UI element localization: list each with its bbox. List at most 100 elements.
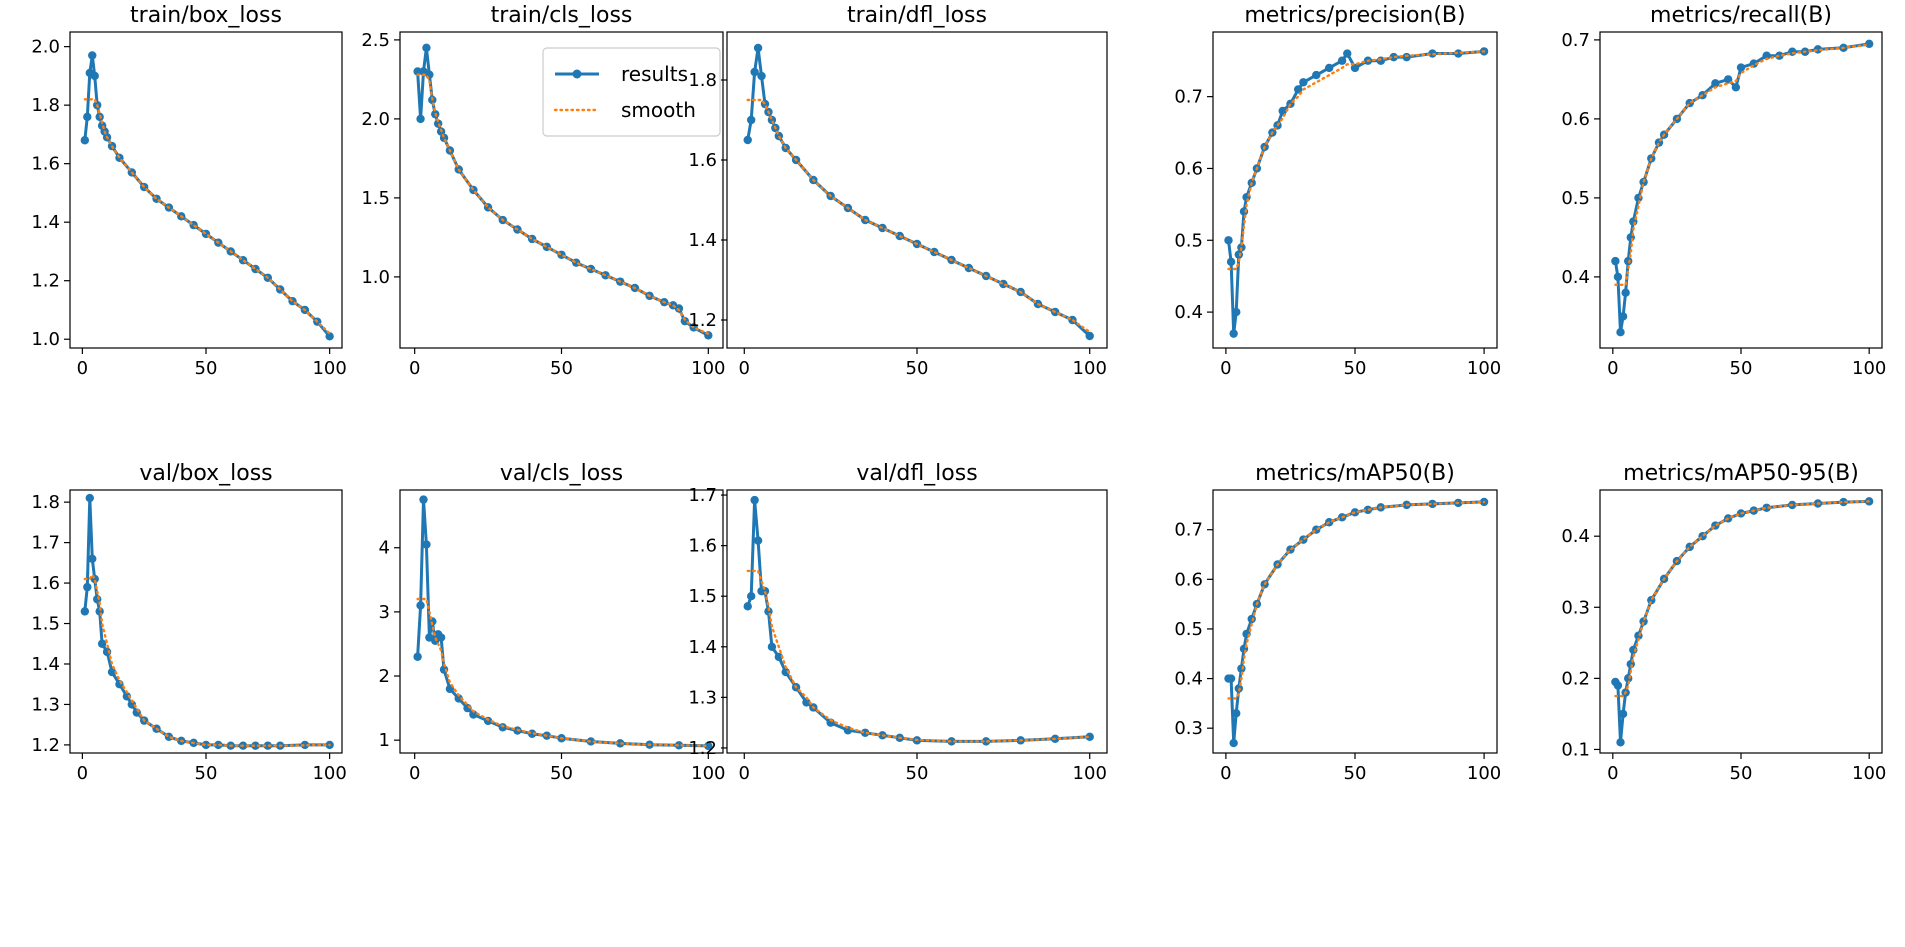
plot-frame bbox=[69, 31, 343, 349]
data-point-results bbox=[1232, 307, 1241, 317]
legend-smooth-label: smooth bbox=[621, 98, 696, 122]
data-point-results bbox=[1247, 614, 1256, 624]
data-point-results bbox=[498, 723, 507, 732]
data-point-results bbox=[107, 667, 117, 677]
data-point-results bbox=[1299, 78, 1308, 87]
x-tick-label: 50 bbox=[195, 763, 218, 784]
y-tick-label: 0.3 bbox=[1174, 718, 1203, 739]
data-point-results bbox=[1621, 288, 1630, 297]
series-line-smooth bbox=[1614, 500, 1871, 698]
y-tick-label: 1.2 bbox=[31, 271, 60, 292]
data-point-results bbox=[774, 652, 784, 662]
y-tick-label: 0.4 bbox=[1561, 526, 1590, 547]
legend-results-label: results bbox=[621, 62, 688, 86]
chart-title: val/cls_loss bbox=[500, 461, 623, 486]
chart-panel-train-box-loss: train/box_loss 1.0 1.2 1.4 1.6 1.8 2.0 0 50 100 bbox=[31, 3, 346, 379]
data-point-results bbox=[947, 737, 956, 746]
plot-frame bbox=[726, 489, 1108, 754]
data-point-results bbox=[90, 71, 99, 81]
data-point-results bbox=[746, 115, 756, 125]
data-point-results bbox=[750, 495, 759, 505]
legend-box bbox=[542, 47, 721, 137]
data-point-results bbox=[127, 700, 137, 709]
y-tick-label: 0.5 bbox=[1561, 188, 1590, 209]
data-point-results bbox=[1226, 674, 1236, 683]
data-point-results bbox=[757, 71, 766, 81]
plot-frame bbox=[1599, 31, 1883, 349]
series-line-results bbox=[416, 498, 709, 748]
series-line-smooth bbox=[416, 73, 710, 335]
x-tick-label: 0 bbox=[1220, 358, 1231, 379]
x-tick-label: 50 bbox=[1730, 763, 1753, 784]
data-point-results bbox=[80, 136, 90, 145]
data-point-results bbox=[999, 279, 1008, 289]
data-point-results bbox=[1762, 503, 1771, 512]
data-point-results bbox=[1864, 39, 1874, 49]
y-tick-label: 2.0 bbox=[31, 37, 60, 58]
data-point-results bbox=[704, 331, 713, 340]
x-tick-label: 100 bbox=[1467, 358, 1501, 379]
chart-panel-val-cls-loss: val/cls_loss 1 2 3 4 0 50 100 bbox=[379, 461, 726, 784]
chart-title: metrics/mAP50(B) bbox=[1255, 461, 1455, 486]
chart-title: train/box_loss bbox=[130, 3, 282, 28]
series-line-smooth bbox=[1227, 50, 1486, 271]
data-point-results bbox=[743, 602, 752, 611]
data-point-results bbox=[80, 607, 90, 616]
series-line-smooth bbox=[746, 569, 1091, 743]
data-point-results bbox=[88, 51, 97, 60]
y-tick-label: 1.8 bbox=[688, 70, 717, 91]
y-tick-label: 1.4 bbox=[31, 654, 60, 675]
y-tick-label: 1.3 bbox=[31, 694, 60, 715]
x-tick-label: 50 bbox=[1344, 763, 1367, 784]
y-tick-label: 0.3 bbox=[1561, 597, 1590, 618]
chart-panel-metrics-map50-95-b: metrics/mAP50-95(B) 0.1 0.2 0.3 0.4 0 50 100 bbox=[1561, 461, 1886, 784]
data-point-results bbox=[1618, 709, 1628, 719]
y-tick-label: 0.5 bbox=[1174, 619, 1203, 640]
data-point-results bbox=[1237, 664, 1246, 673]
x-tick-label: 100 bbox=[1467, 763, 1501, 784]
x-tick-label: 50 bbox=[195, 358, 218, 379]
y-tick-label: 2 bbox=[379, 666, 390, 687]
y-tick-label: 1.2 bbox=[688, 310, 717, 331]
y-tick-label: 1.4 bbox=[688, 637, 717, 658]
data-point-results bbox=[1736, 63, 1746, 72]
chart-title: metrics/recall(B) bbox=[1650, 3, 1832, 28]
plot-frame bbox=[399, 489, 724, 754]
data-point-results bbox=[1624, 256, 1633, 266]
data-point-results bbox=[1343, 49, 1352, 58]
plot-frame bbox=[399, 31, 724, 349]
series-line-smooth bbox=[83, 98, 331, 335]
legend-results-marker bbox=[572, 69, 582, 79]
chart-panel-metrics-recall-b: metrics/recall(B) 0.4 0.5 0.6 0.7 0 50 100 bbox=[1561, 3, 1886, 379]
y-tick-label: 1.5 bbox=[31, 614, 60, 635]
data-point-results bbox=[1324, 63, 1334, 73]
data-point-results bbox=[750, 67, 759, 77]
data-point-results bbox=[1278, 106, 1287, 116]
y-tick-label: 1.0 bbox=[31, 329, 60, 350]
x-tick-label: 100 bbox=[691, 763, 725, 784]
data-point-results bbox=[1616, 738, 1625, 747]
y-tick-label: 0.4 bbox=[1561, 267, 1590, 288]
series-line-results bbox=[83, 53, 331, 338]
y-tick-label: 1.2 bbox=[688, 738, 717, 759]
series-line-results bbox=[1613, 42, 1870, 334]
data-point-results bbox=[416, 114, 425, 124]
x-tick-label: 50 bbox=[1730, 358, 1753, 379]
chart-panel-train-dfl-loss: train/dfl_loss 1.2 1.4 1.6 1.8 0 50 100 bbox=[688, 3, 1108, 379]
x-tick-label: 100 bbox=[691, 358, 725, 379]
data-point-results bbox=[300, 740, 310, 750]
chart-title: val/box_loss bbox=[139, 461, 272, 486]
y-tick-label: 0.6 bbox=[1174, 569, 1203, 590]
data-point-results bbox=[469, 710, 478, 719]
data-point-results bbox=[1085, 331, 1094, 341]
data-point-results bbox=[1618, 312, 1628, 321]
data-point-results bbox=[102, 647, 112, 657]
x-tick-label: 50 bbox=[550, 763, 573, 784]
plot-frame bbox=[1599, 489, 1883, 754]
chart-title: train/dfl_loss bbox=[847, 3, 987, 28]
data-point-results bbox=[85, 493, 94, 503]
y-tick-label: 1.8 bbox=[31, 492, 60, 513]
x-tick-label: 0 bbox=[1220, 763, 1231, 784]
data-point-results bbox=[1312, 70, 1321, 80]
series-line-results bbox=[746, 498, 1090, 743]
